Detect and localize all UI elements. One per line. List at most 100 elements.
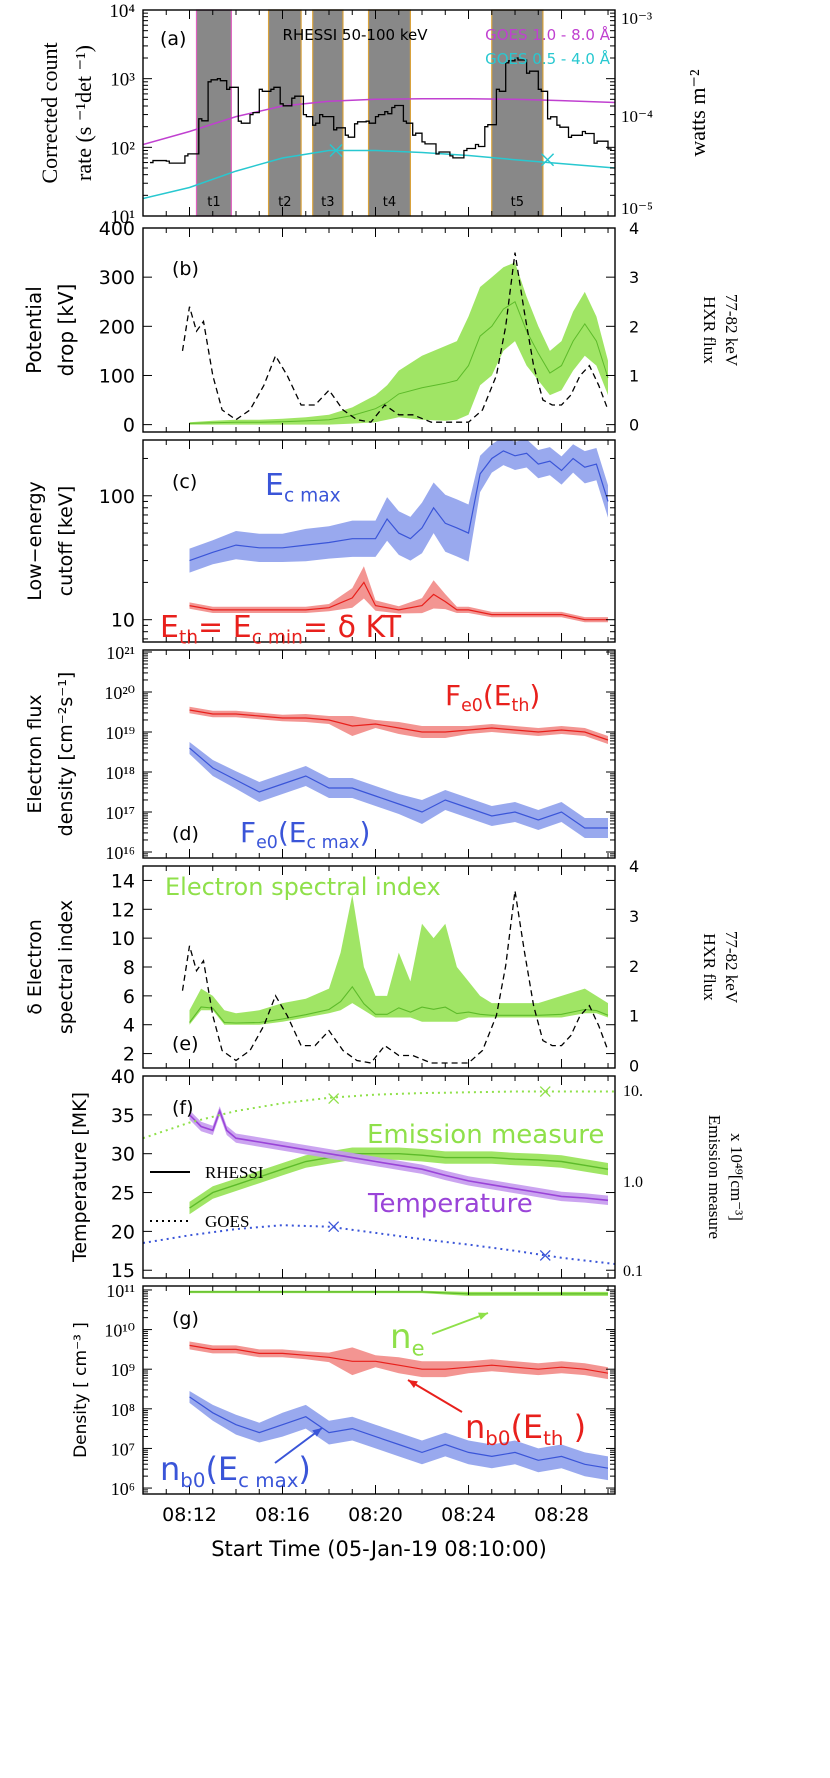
x-tick-label: 08:24 bbox=[441, 1504, 496, 1526]
spectral-index-line bbox=[189, 985, 609, 1024]
y-tick-label: 10 bbox=[111, 928, 135, 950]
ylabel-line: Potential bbox=[22, 286, 46, 374]
emission-measure-line bbox=[189, 1153, 609, 1209]
emission-measure-band bbox=[189, 1147, 608, 1215]
y-tick-label: 10⁸ bbox=[111, 1400, 135, 1420]
y-tick-label: 10²¹ bbox=[106, 643, 135, 663]
subscript: b0 bbox=[485, 1427, 510, 1450]
ylabel: Temperature [MK] bbox=[69, 1092, 91, 1263]
text-span: = δ KT bbox=[303, 610, 402, 645]
line-ne bbox=[189, 1291, 608, 1295]
subscript: c max bbox=[284, 486, 341, 507]
y-tick-label: 10¹⁶ bbox=[105, 843, 135, 863]
text-span: ) bbox=[359, 816, 370, 849]
panel-e-ylabel: δ Electron spectral index bbox=[24, 900, 77, 1034]
cross-marker bbox=[328, 1221, 340, 1233]
y2-tick-label: 1 bbox=[629, 1007, 639, 1026]
arrow-nb0-cmax bbox=[274, 1427, 323, 1464]
hxr-flux-line bbox=[181, 890, 609, 1064]
y-tick-label: 10¹⁷ bbox=[105, 803, 135, 823]
y-tick-label: 2 bbox=[123, 1044, 135, 1066]
arrow-nb0-th bbox=[407, 1379, 463, 1413]
ylabel-line: drop [kV] bbox=[54, 284, 78, 377]
line-e-th bbox=[189, 581, 608, 621]
panel-b-label: (b) bbox=[172, 258, 199, 280]
panel-b-ylabel-right: HXR flux 77-82 keV bbox=[700, 294, 741, 367]
text-span: ) bbox=[563, 1408, 586, 1446]
label-nb0-cmax: nb0(Ec max) bbox=[160, 1450, 311, 1492]
interval-band-t3 bbox=[312, 9, 344, 217]
panel-e-ylabel-right: HXR flux 77-82 keV bbox=[700, 931, 741, 1004]
label-e-th: Eth= Ec min= δ KT bbox=[160, 610, 402, 649]
text-span: n bbox=[390, 1317, 412, 1357]
panel-a-label: (a) bbox=[160, 28, 186, 50]
panel-c-ylabel: Low−energy cutoff [keV] bbox=[24, 481, 77, 601]
line-nb0-cmax bbox=[189, 1396, 609, 1469]
text-span: = E bbox=[198, 610, 252, 645]
y-tick-label: 15 bbox=[111, 1260, 135, 1282]
ylabel-right-line: HXR flux bbox=[700, 296, 719, 364]
y-tick-label: 400 bbox=[99, 218, 135, 240]
potential-drop-line bbox=[189, 300, 609, 424]
y-tick-label: 20 bbox=[111, 1221, 135, 1243]
panel-f-ylabel: Temperature [MK] bbox=[69, 1092, 91, 1263]
panel-b-series bbox=[181, 252, 609, 425]
line-e-cmax bbox=[189, 450, 609, 562]
y-tick-label: 12 bbox=[111, 899, 135, 921]
x-tick-label: 08:28 bbox=[534, 1504, 589, 1526]
text-span: ) bbox=[529, 679, 540, 712]
ylabel-right-line: HXR flux bbox=[700, 933, 719, 1001]
panel-a-frame bbox=[142, 9, 616, 217]
cross-marker bbox=[539, 1250, 551, 1261]
panel-f-frame bbox=[142, 1075, 616, 1279]
y-tick-label: 30 bbox=[111, 1144, 135, 1166]
arrow-nb0-th-head bbox=[408, 1380, 418, 1389]
cross-marker bbox=[541, 153, 555, 167]
legend-goes-05-4: GOES 0.5 - 4.0 Å bbox=[485, 49, 611, 68]
y2-tick-label: 10⁻³ bbox=[621, 9, 652, 28]
band-e-th bbox=[189, 566, 608, 623]
y-tick-label: 35 bbox=[111, 1105, 135, 1127]
interval-band-t5 bbox=[491, 9, 544, 217]
panel-d-series bbox=[189, 706, 609, 838]
panel-e-label: (e) bbox=[172, 1033, 199, 1055]
label-emission-measure: Emission measure bbox=[367, 1120, 604, 1150]
goes-05-4-line bbox=[143, 149, 615, 200]
y-tick-label: 10⁹ bbox=[111, 1360, 135, 1380]
ylabel-line: Low−energy bbox=[24, 481, 46, 601]
y2-tick-label: 4 bbox=[629, 219, 639, 238]
y-tick-label: 100 bbox=[99, 365, 135, 387]
x-tick-label: 08:16 bbox=[255, 1504, 310, 1526]
interval-label: t4 bbox=[383, 195, 396, 210]
panel-d-frame bbox=[142, 649, 616, 859]
y2-tick-label: 0.1 bbox=[623, 1263, 643, 1280]
y-tick-label: 10²⁰ bbox=[104, 683, 135, 703]
temperature-band bbox=[189, 1106, 608, 1205]
ylabel-line: rate (s ⁻¹det ⁻¹) bbox=[71, 45, 96, 181]
y2-tick-label: 10⁻⁴ bbox=[621, 107, 653, 126]
y-tick-label: 0 bbox=[123, 415, 135, 437]
band-fe0-th bbox=[189, 706, 608, 744]
text-span: F bbox=[240, 816, 256, 849]
ylabel-right-line: 77-82 keV bbox=[722, 294, 741, 367]
panel-a-title: RHESSI 50-100 keV bbox=[283, 26, 429, 44]
y-tick-label: 40 bbox=[111, 1066, 135, 1088]
label-ne: ne bbox=[390, 1317, 425, 1361]
subscript: c max bbox=[307, 833, 360, 853]
panel-f-ylabel-right: Emission measure x 10⁴⁹[cm⁻³] bbox=[705, 1115, 746, 1239]
temperature-goes-line bbox=[143, 1224, 615, 1265]
x-axis-label: Start Time (05-Jan-19 08:10:00) bbox=[211, 1537, 547, 1561]
y-tick-label: 300 bbox=[99, 267, 135, 289]
ylabel-line: δ Electron bbox=[24, 919, 46, 1015]
spectral-index-band bbox=[189, 894, 608, 1025]
y-tick-label: 10¹ bbox=[110, 207, 135, 228]
band-e-cmax bbox=[189, 440, 608, 573]
label-temperature: Temperature bbox=[367, 1189, 533, 1219]
y2-tick-label: 0 bbox=[629, 1057, 639, 1076]
ylabel: Density [ cm⁻³ ] bbox=[71, 1322, 91, 1458]
interval-label: t1 bbox=[207, 195, 220, 210]
y2-tick-label: 2 bbox=[629, 317, 639, 336]
panel-a-series bbox=[143, 57, 615, 200]
line-fe0-th bbox=[189, 709, 609, 741]
